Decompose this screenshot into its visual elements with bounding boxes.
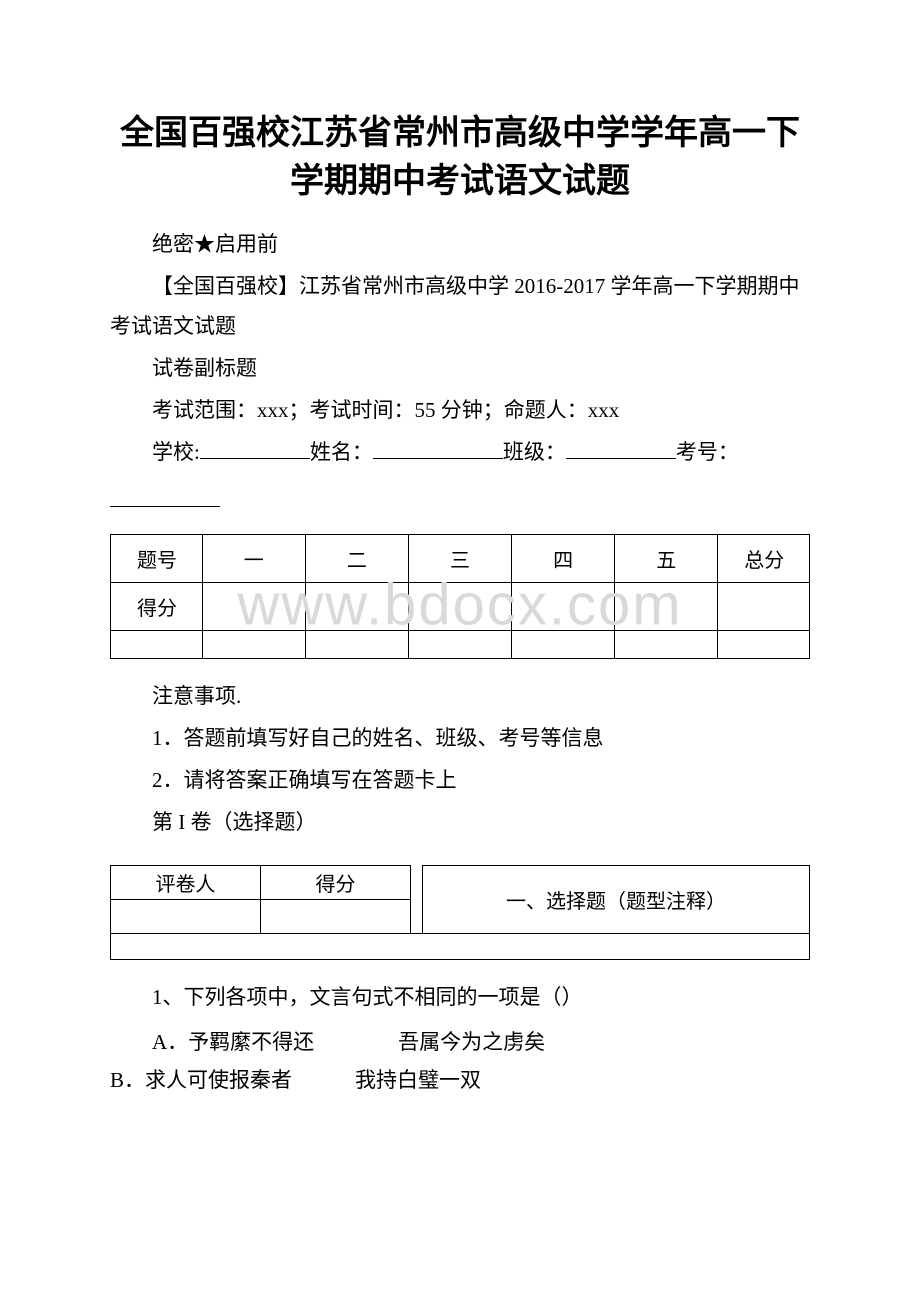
exam-scope: 考试范围：xxx；考试时间：55 分钟；命题人：xxx	[110, 391, 810, 431]
class-blank[interactable]	[566, 433, 676, 458]
sub-subtitle: 试卷副标题	[110, 349, 810, 389]
section-title-cell: 一、选择题（题型注释）	[423, 865, 810, 933]
table-row	[111, 631, 810, 659]
table-cell: 一	[202, 535, 305, 583]
table-row: 题号 一 二 三 四 五 总分	[111, 535, 810, 583]
table-gap	[411, 865, 423, 933]
table-row: 得分	[111, 583, 810, 631]
school-label: 学校:	[152, 440, 200, 464]
table-cell: 总分	[718, 535, 810, 583]
table-cell: 得分	[111, 583, 203, 631]
table-cell[interactable]	[512, 631, 615, 659]
table-cell[interactable]	[202, 631, 305, 659]
table-cell[interactable]	[718, 631, 810, 659]
table-cell: 四	[512, 535, 615, 583]
table-cell: 得分	[261, 865, 411, 899]
table-cell: 二	[305, 535, 408, 583]
table-cell[interactable]	[305, 631, 408, 659]
notice-item-1: 1．答题前填写好自己的姓名、班级、考号等信息	[110, 719, 810, 759]
id-blank[interactable]	[110, 481, 220, 506]
answer-options: A．予羁縻不得还 吾属今为之虏矣 B．求人可使报秦者 我持白璧一双	[110, 1024, 810, 1100]
notice-item-2: 2．请将答案正确填写在答题卡上	[110, 761, 810, 801]
notice-title: 注意事项.	[110, 677, 810, 717]
table-cell[interactable]	[111, 933, 810, 959]
table-cell: 题号	[111, 535, 203, 583]
table-row	[111, 933, 810, 959]
score-table: 题号 一 二 三 四 五 总分 得分	[110, 534, 810, 659]
table-cell[interactable]	[202, 583, 305, 631]
question-1: 1、下列各项中，文言句式不相同的一项是（）	[110, 978, 810, 1018]
juan-label: 第 I 卷（选择题）	[110, 803, 810, 843]
table-cell[interactable]	[111, 899, 261, 933]
student-info-row: 学校: 姓名： 班级： 考号：	[110, 433, 810, 473]
student-info-row-cont	[110, 481, 810, 521]
page-title: 全国百强校江苏省常州市高级中学学年高一下学期期中考试语文试题	[110, 110, 810, 205]
table-cell[interactable]	[305, 583, 408, 631]
table-cell: 五	[615, 535, 718, 583]
secret-label: 绝密★启用前	[110, 225, 810, 265]
option-b[interactable]: B．求人可使报秦者 我持白璧一双	[110, 1062, 810, 1100]
table-cell[interactable]	[111, 631, 203, 659]
table-cell[interactable]	[261, 899, 411, 933]
table-cell[interactable]	[408, 583, 511, 631]
table-cell[interactable]	[615, 631, 718, 659]
table-row: 评卷人 得分 一、选择题（题型注释）	[111, 865, 810, 899]
id-label: 考号：	[676, 440, 739, 464]
class-label: 班级：	[503, 440, 566, 464]
table-cell[interactable]	[718, 583, 810, 631]
subtitle: 【全国百强校】江苏省常州市高级中学 2016-2017 学年高一下学期期中考试语…	[110, 267, 810, 347]
option-a[interactable]: A．予羁縻不得还 吾属今为之虏矣	[110, 1030, 545, 1054]
table-cell: 评卷人	[111, 865, 261, 899]
name-blank[interactable]	[373, 433, 503, 458]
school-blank[interactable]	[200, 433, 310, 458]
table-cell[interactable]	[512, 583, 615, 631]
section-table: 评卷人 得分 一、选择题（题型注释）	[110, 865, 810, 960]
table-cell[interactable]	[408, 631, 511, 659]
name-label: 姓名：	[310, 440, 373, 464]
table-cell: 三	[408, 535, 511, 583]
table-cell[interactable]	[615, 583, 718, 631]
